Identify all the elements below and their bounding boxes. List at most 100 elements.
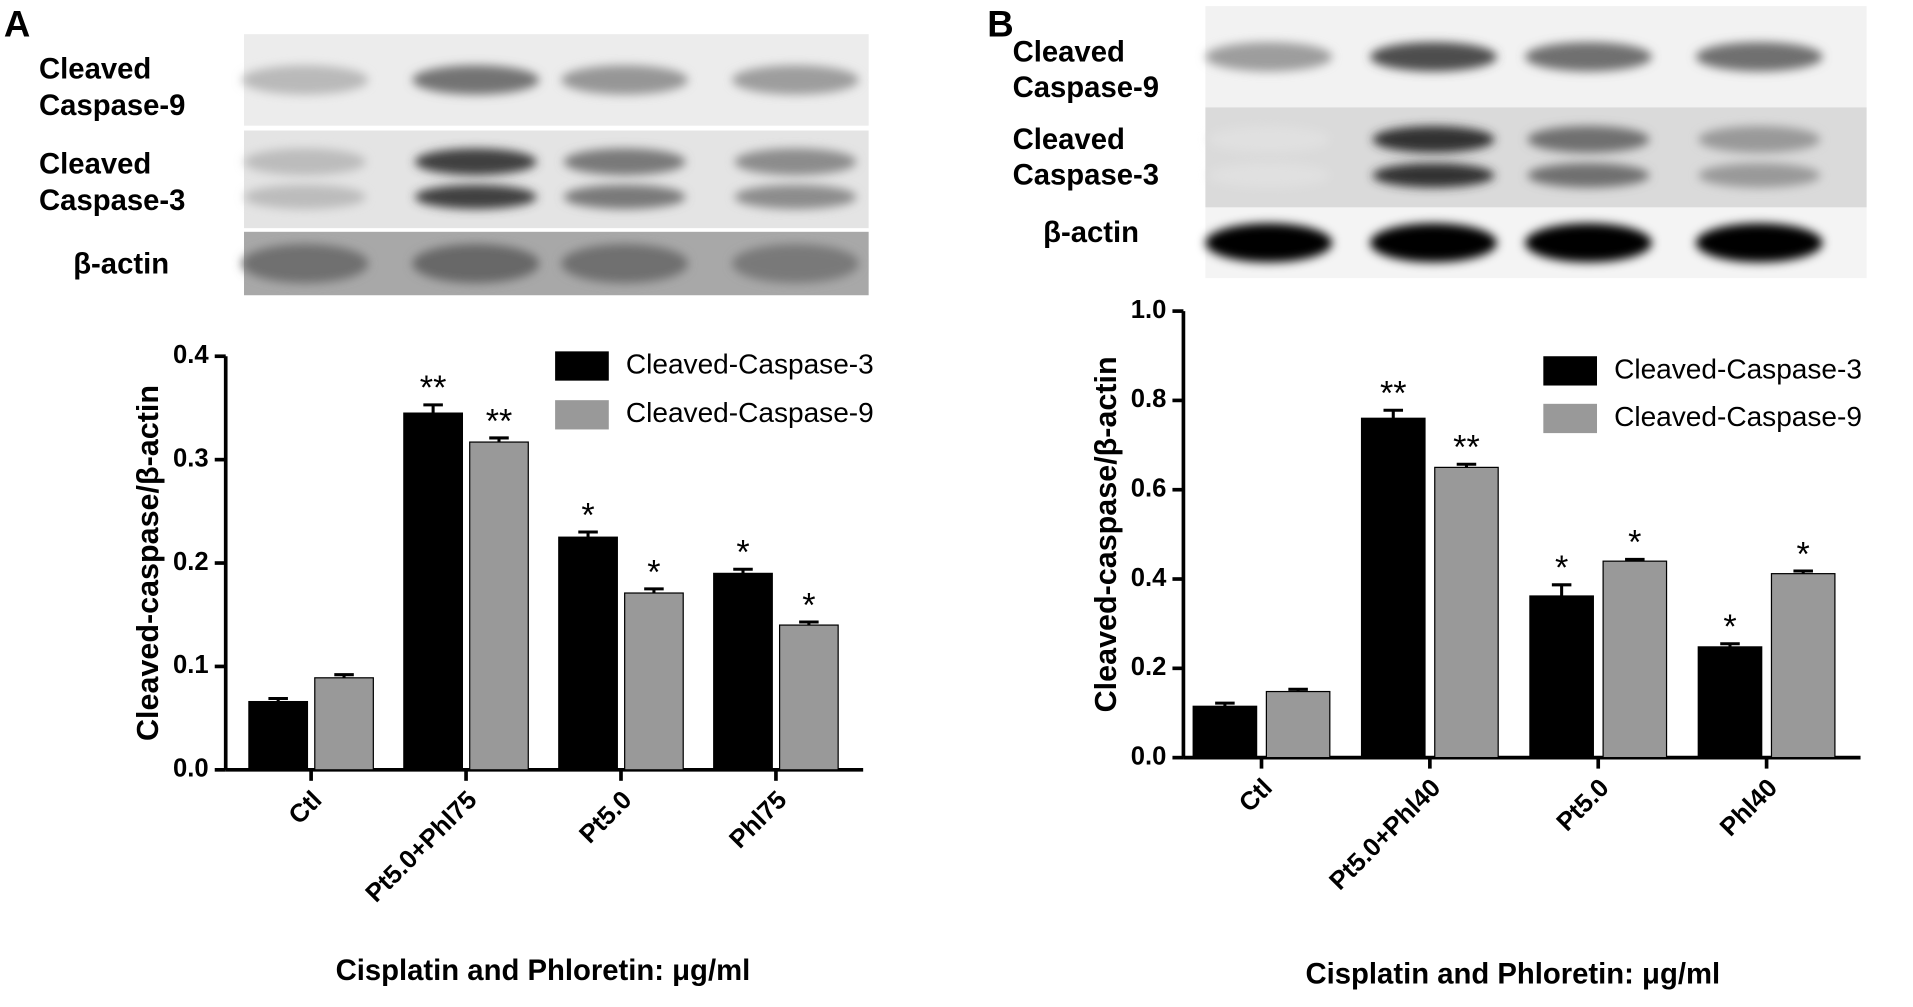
error-bar bbox=[733, 567, 753, 574]
error-bar bbox=[644, 587, 664, 594]
bar bbox=[469, 441, 529, 771]
bar bbox=[248, 700, 309, 771]
blot-label: Cleaved bbox=[1013, 35, 1125, 68]
bar bbox=[314, 677, 374, 771]
blot-band bbox=[241, 65, 369, 95]
blot-band bbox=[1525, 42, 1652, 72]
legend-label: Cleaved-Caspase-9 bbox=[626, 397, 874, 428]
blot-band bbox=[734, 148, 857, 176]
error-bar bbox=[1793, 569, 1813, 574]
legend-label: Cleaved-Caspase-3 bbox=[626, 348, 874, 379]
legend-label: Cleaved-Caspase-9 bbox=[1614, 401, 1862, 432]
x-axis-label: Cisplatin and Phloretin: μg/ml bbox=[336, 954, 751, 987]
blot-label: Cleaved bbox=[39, 52, 151, 85]
y-axis-label: Cleaved-caspase/β-actin bbox=[1089, 356, 1123, 712]
significance-mark: ** bbox=[486, 402, 513, 440]
blot-band bbox=[1370, 42, 1497, 72]
blot-band bbox=[734, 184, 857, 210]
y-tick-label: 0.0 bbox=[1131, 742, 1167, 770]
error-bar bbox=[334, 673, 354, 678]
bar bbox=[1192, 705, 1258, 759]
blot-band bbox=[241, 244, 369, 284]
significance-mark: * bbox=[1723, 608, 1736, 646]
legend-swatch bbox=[555, 400, 609, 430]
y-tick-label: 0.4 bbox=[173, 341, 209, 369]
blot-band bbox=[1695, 42, 1823, 72]
y-tick-label: 0.2 bbox=[1131, 653, 1167, 681]
error-bar bbox=[489, 436, 509, 443]
bar bbox=[1697, 646, 1763, 759]
error-bar bbox=[1720, 642, 1740, 647]
blot-band bbox=[1207, 163, 1330, 188]
blot-band bbox=[563, 148, 686, 176]
error-bar bbox=[268, 696, 288, 702]
x-tick-label: Pt5.0+Phl40 bbox=[1324, 774, 1446, 896]
significance-mark: ** bbox=[1453, 429, 1480, 467]
blot-label: Caspase-9 bbox=[39, 89, 185, 122]
error-bar bbox=[1551, 583, 1572, 596]
blot-band bbox=[732, 65, 859, 95]
legend-label: Cleaved-Caspase-3 bbox=[1614, 353, 1862, 384]
significance-mark: ** bbox=[420, 369, 447, 407]
blot-band bbox=[412, 244, 540, 284]
y-tick-label: 0.0 bbox=[173, 755, 209, 783]
y-axis-label: Cleaved-caspase/β-actin bbox=[131, 385, 165, 741]
x-tick-label: Ctl bbox=[1234, 774, 1278, 818]
blot-band bbox=[414, 184, 537, 210]
blot-band bbox=[561, 65, 689, 95]
x-tick-label: Pt5.0 bbox=[574, 786, 637, 849]
blot-label: Cleaved bbox=[1013, 123, 1125, 156]
legend-swatch bbox=[1543, 403, 1598, 434]
bar bbox=[1265, 690, 1331, 759]
error-bar bbox=[1456, 462, 1477, 468]
bar bbox=[1434, 466, 1499, 759]
error-bar bbox=[1625, 557, 1645, 562]
bar bbox=[1360, 417, 1426, 759]
significance-mark: * bbox=[1555, 549, 1568, 587]
significance-mark: * bbox=[736, 534, 749, 572]
error-bar bbox=[799, 620, 819, 626]
x-tick-label: Pt5.0 bbox=[1551, 774, 1614, 837]
bar bbox=[778, 624, 839, 771]
panel-label: A bbox=[4, 4, 30, 45]
x-tick-label: Phl75 bbox=[724, 786, 792, 854]
bar bbox=[624, 592, 684, 771]
blot-band bbox=[244, 184, 367, 210]
blot-band bbox=[1527, 163, 1650, 188]
x-axis-label: Cisplatin and Phloretin: μg/ml bbox=[1306, 958, 1721, 991]
error-bar bbox=[1215, 701, 1235, 707]
bar bbox=[558, 536, 618, 771]
significance-mark: * bbox=[581, 496, 594, 534]
blot-band bbox=[1372, 125, 1495, 153]
blot-band bbox=[1698, 163, 1821, 188]
blot-band bbox=[1205, 223, 1333, 263]
blot-band bbox=[732, 244, 859, 284]
error-bar bbox=[423, 403, 443, 414]
blot-band bbox=[563, 184, 686, 210]
blot-row bbox=[1205, 107, 1867, 208]
significance-mark: * bbox=[802, 586, 815, 624]
legend-swatch bbox=[555, 351, 609, 381]
y-tick-label: 1.0 bbox=[1131, 296, 1167, 324]
blot-band bbox=[1372, 163, 1495, 188]
y-tick-label: 0.3 bbox=[173, 444, 209, 472]
x-tick-label: Ctl bbox=[284, 786, 328, 830]
y-tick-label: 0.6 bbox=[1131, 474, 1167, 502]
blot-label: Caspase-9 bbox=[1013, 71, 1159, 104]
error-bar bbox=[578, 530, 598, 538]
blot-row bbox=[244, 130, 869, 229]
blot-band bbox=[1207, 125, 1330, 153]
blot-label: Cleaved bbox=[39, 148, 151, 181]
y-tick-label: 0.2 bbox=[173, 548, 209, 576]
blot-band bbox=[561, 244, 689, 284]
blot-label: β-actin bbox=[1043, 216, 1139, 249]
blot-band bbox=[244, 148, 367, 176]
blot-label: β-actin bbox=[73, 248, 169, 281]
bar bbox=[713, 572, 773, 771]
blot-label: Caspase-3 bbox=[1013, 159, 1159, 192]
blot-band bbox=[1695, 223, 1823, 263]
significance-mark: ** bbox=[1380, 375, 1407, 413]
blot-band bbox=[1370, 223, 1497, 263]
